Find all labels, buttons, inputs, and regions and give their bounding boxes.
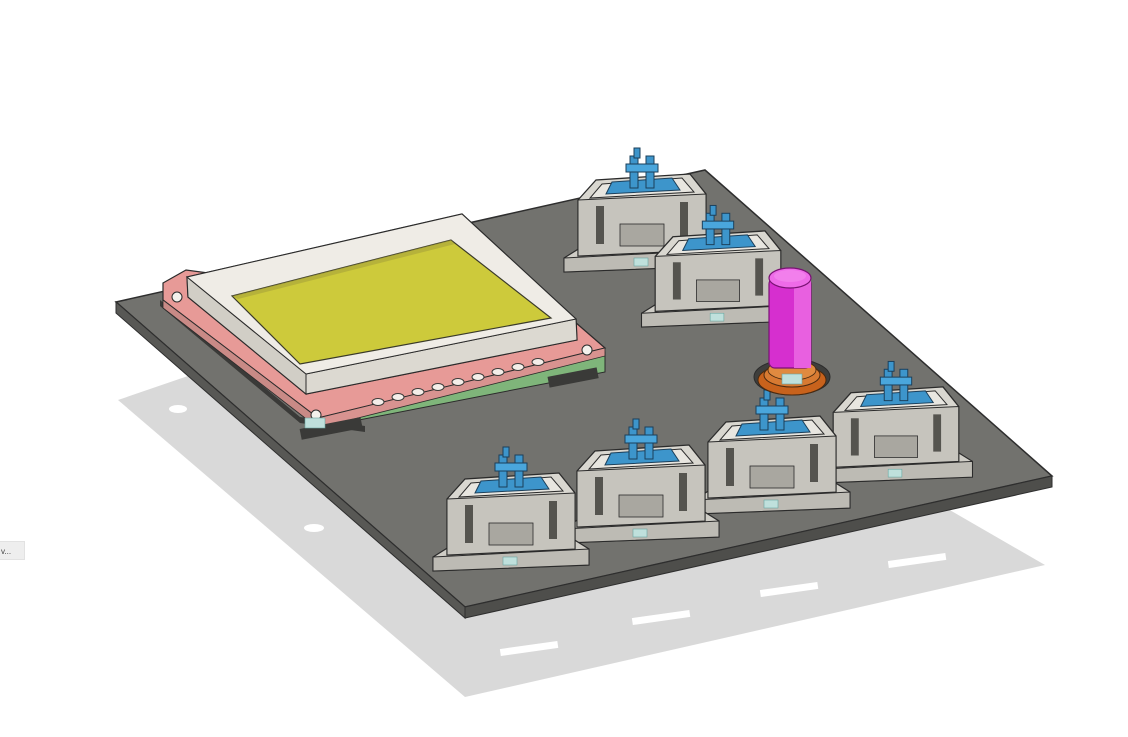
rotary-encoder[interactable]	[753, 267, 831, 396]
shadow-highlights	[169, 405, 947, 656]
lcd-screen	[230, 239, 553, 365]
viewport-tooltip: v...	[0, 541, 25, 560]
encoder-knob[interactable]	[768, 267, 812, 369]
lcd-module[interactable]	[160, 213, 607, 440]
lcd-header-pins	[371, 358, 545, 406]
